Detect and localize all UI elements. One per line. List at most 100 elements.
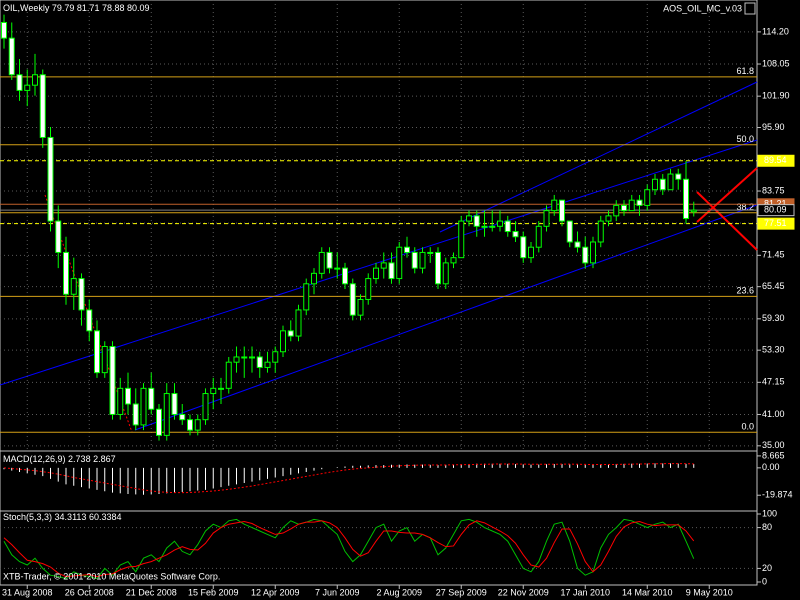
stoch-main: [3, 518, 695, 580]
candle-body: [70, 278, 77, 295]
candle-body: [32, 74, 38, 86]
candle-body: [644, 189, 651, 206]
candle-body: [411, 251, 418, 269]
stoch-header: Stoch(5,3,3) 34.3113 60.3384: [3, 512, 121, 522]
indicator-icon[interactable]: [744, 2, 756, 15]
candle-body: [566, 220, 573, 243]
candle-body: [605, 215, 612, 222]
x-tick-label: 7 Jun 2009: [315, 587, 360, 597]
y-tick-label: 71.45: [762, 250, 785, 260]
candle-body: [667, 173, 674, 191]
macd-value: 2.738: [68, 454, 91, 464]
candle-body: [528, 246, 534, 259]
candle-body: [512, 231, 519, 238]
candle-body: [132, 403, 139, 426]
y-tick-label: 8.665: [762, 450, 785, 460]
y-tick-label: -19.874: [762, 490, 793, 500]
macd-title: MACD(12,26,9): [3, 454, 66, 464]
macd-signal-value: 2.867: [93, 454, 116, 464]
candle-body: [683, 178, 689, 219]
candle-body: [466, 215, 472, 222]
candle-body: [597, 220, 604, 243]
stoch-signal: [3, 520, 695, 578]
projection-line: [696, 191, 758, 251]
candle-body: [264, 361, 271, 368]
candle-body: [194, 419, 201, 431]
y-tick-label: 0: [762, 576, 767, 586]
candle-body: [404, 246, 410, 253]
candle-body: [388, 262, 395, 280]
fib-label: 61.8: [736, 66, 754, 76]
candle-body: [435, 251, 441, 285]
x-tick-label: 15 Feb 2009: [188, 587, 239, 597]
stoch-title: Stoch(5,3,3): [3, 512, 52, 522]
price-tag: [757, 217, 795, 230]
stoch-main-value: 34.3113: [55, 512, 87, 522]
y-tick-label: 95.90: [762, 122, 785, 132]
candle-body: [125, 387, 131, 405]
candle-body: [148, 387, 155, 410]
candle-body: [458, 220, 465, 259]
candle-body: [109, 346, 116, 415]
price-tag-label: 89.54: [764, 155, 787, 165]
candle-body: [39, 74, 46, 138]
candle-body: [621, 204, 627, 212]
candle-body: [156, 408, 162, 436]
candle-body: [318, 251, 325, 274]
candle-body: [311, 272, 317, 285]
macd-header: MACD(12,26,9) 2.738 2.867: [3, 454, 116, 464]
candle-body: [78, 278, 85, 311]
candle-body: [241, 356, 248, 359]
y-tick-label: 59.30: [762, 313, 785, 323]
candle-body: [373, 267, 379, 280]
candle-body: [489, 225, 496, 228]
x-tick-label: 27 Sep 2009: [436, 587, 487, 597]
fib-label: 50.0: [736, 134, 754, 144]
candle-body: [295, 309, 302, 337]
candle-body: [652, 178, 658, 191]
header-open: 79.79: [52, 3, 75, 13]
candle-body: [520, 236, 527, 259]
price-tag-label: 77.51: [764, 218, 787, 228]
candle-body: [551, 199, 558, 212]
channel-line: [0, 139, 758, 386]
candle-body: [55, 220, 62, 253]
candle-body: [24, 84, 31, 91]
candle-body: [497, 220, 503, 227]
indicator-name: AOS_OIL_MC_v.03: [663, 3, 742, 13]
candle-body: [342, 267, 348, 285]
y-tick-label: 80: [762, 522, 772, 532]
y-tick-label: 101.90: [762, 91, 790, 101]
x-tick-label: 17 Jan 2010: [560, 587, 610, 597]
candle-body: [334, 267, 341, 270]
y-tick-label: 53.30: [762, 345, 785, 355]
candle-body: [16, 74, 23, 91]
footer: XTB-Trader, © 2001-2010 MetaQuotes Softw…: [3, 571, 220, 581]
channel-line: [439, 81, 758, 233]
candle-body: [86, 309, 93, 332]
y-tick-label: 47.15: [762, 377, 785, 387]
candle-body: [101, 346, 108, 374]
x-tick-label: 22 Nov 2009: [498, 587, 549, 597]
candle-body: [504, 220, 511, 233]
stoch-signal-value: 60.3384: [89, 512, 122, 522]
chart-header: OIL,Weekly 79.79 81.71 78.88 80.09: [3, 3, 150, 13]
candle-body: [349, 283, 356, 316]
candle-body: [225, 361, 232, 389]
candle-body: [272, 351, 279, 363]
candle-body: [450, 257, 457, 264]
candle-body: [256, 356, 263, 368]
candle-body: [233, 356, 240, 363]
candle-body: [628, 199, 635, 212]
candle-body: [249, 356, 255, 359]
candle-body: [582, 246, 589, 264]
candle-body: [210, 387, 217, 395]
candle-body: [481, 225, 488, 228]
candle-body: [8, 37, 15, 76]
price-tag-label: 81.21: [764, 199, 787, 209]
y-tick-label: 41.00: [762, 409, 785, 419]
x-tick-label: 2 Aug 2009: [376, 587, 422, 597]
candle-body: [675, 173, 682, 180]
candle-body: [419, 251, 426, 269]
